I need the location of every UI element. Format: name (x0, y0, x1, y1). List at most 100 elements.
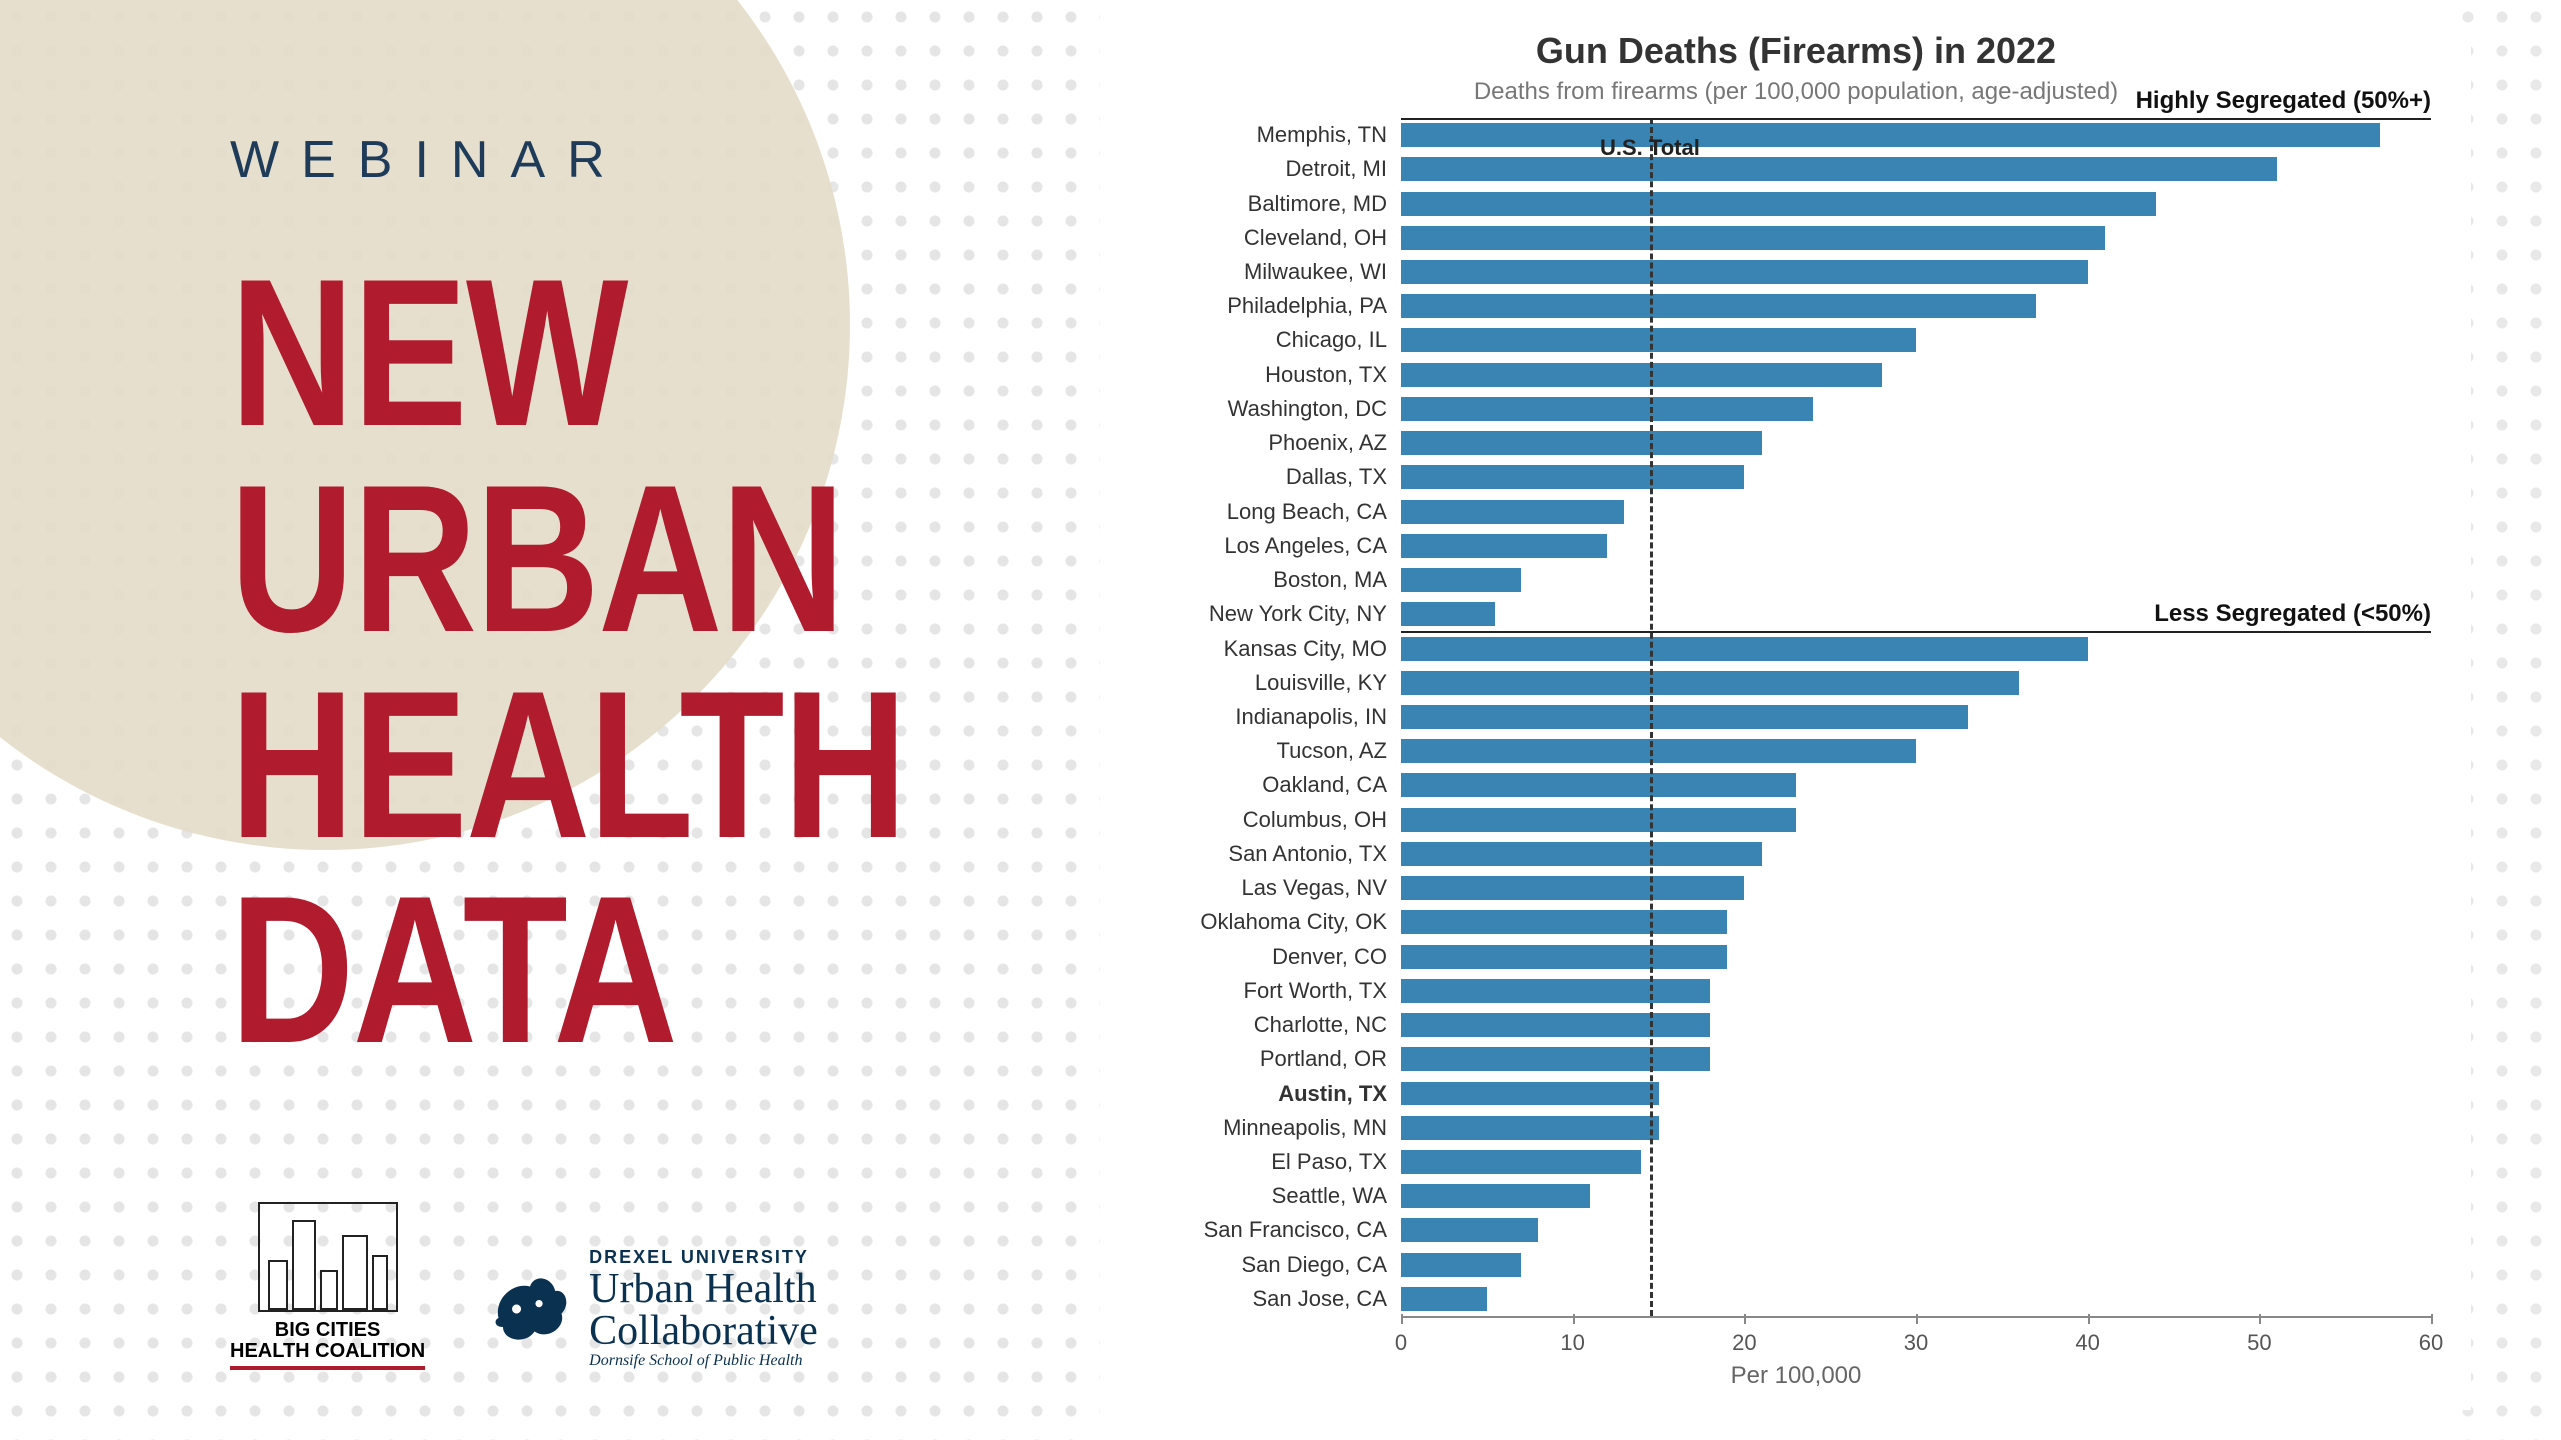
bar-rect (1401, 1287, 1487, 1311)
bar-label: Detroit, MI (1286, 156, 1401, 182)
x-tick-label: 0 (1395, 1330, 1407, 1356)
us-total-label: U.S. Total (1600, 135, 1700, 161)
bar-row: Austin, TX (1401, 1076, 2431, 1110)
bar-label: Baltimore, MD (1248, 191, 1401, 217)
bar-label: Milwaukee, WI (1244, 259, 1401, 285)
bchc-skyline-icon (258, 1202, 398, 1312)
drexel-main1: Urban Health (589, 1268, 818, 1310)
bar-label: El Paso, TX (1271, 1149, 1401, 1175)
bar-label: Columbus, OH (1243, 807, 1401, 833)
x-tick-label: 60 (2419, 1330, 2443, 1356)
x-tick (2431, 1314, 2433, 1324)
bar-rect (1401, 637, 2088, 661)
logos-row: BIG CITIES HEALTH COALITION DREXEL UNIVE… (230, 1202, 818, 1370)
x-axis-title: Per 100,000 (1121, 1362, 2471, 1390)
bar-row: El Paso, TX (1401, 1145, 2431, 1179)
bar-label: Dallas, TX (1286, 464, 1401, 490)
bar-rect (1401, 739, 1916, 763)
bar-rect (1401, 1047, 1710, 1071)
bar-rect (1401, 1184, 1590, 1208)
bar-row: Philadelphia, PA (1401, 289, 2431, 323)
bar-row: Charlotte, NC (1401, 1008, 2431, 1042)
bar-label: Cleveland, OH (1244, 225, 1401, 251)
drexel-text: DREXEL UNIVERSITY Urban Health Collabora… (589, 1247, 818, 1370)
bar-rect (1401, 328, 1916, 352)
bar-row: Long Beach, CA (1401, 495, 2431, 529)
bchc-text: BIG CITIES HEALTH COALITION (230, 1320, 425, 1370)
us-total-line (1650, 118, 1653, 1316)
bar-label: Las Vegas, NV (1241, 875, 1401, 901)
bar-rect (1401, 226, 2105, 250)
bar-row: Memphis, TN (1401, 118, 2431, 152)
bar-rect (1401, 602, 1495, 626)
x-tick-label: 40 (2075, 1330, 2099, 1356)
bar-label: Boston, MA (1273, 567, 1401, 593)
bar-rect (1401, 1082, 1659, 1106)
bar-row: Dallas, TX (1401, 460, 2431, 494)
drexel-main2: Collaborative (589, 1310, 818, 1352)
bar-row: San Jose, CA (1401, 1282, 2431, 1316)
headline: NEW URBAN HEALTH DATA (230, 250, 906, 1073)
bar-rect (1401, 842, 1762, 866)
bar-row: San Francisco, CA (1401, 1213, 2431, 1247)
bar-row: Los Angeles, CA (1401, 529, 2431, 563)
bchc-line1: BIG CITIES (230, 1320, 425, 1341)
bar-label: Memphis, TN (1257, 122, 1401, 148)
bar-label: Louisville, KY (1255, 670, 1401, 696)
bar-label: Oakland, CA (1262, 772, 1401, 798)
bchc-line2: HEALTH COALITION (230, 1341, 425, 1362)
bar-label: San Diego, CA (1241, 1252, 1401, 1278)
bar-row: Portland, OR (1401, 1042, 2431, 1076)
bar-label: Houston, TX (1265, 362, 1401, 388)
dragon-icon (485, 1264, 575, 1354)
bar-row: San Antonio, TX (1401, 837, 2431, 871)
bar-rect (1401, 945, 1727, 969)
bar-label: Minneapolis, MN (1223, 1115, 1401, 1141)
bar-label: Seattle, WA (1272, 1183, 1401, 1209)
section-divider (1401, 631, 2431, 633)
x-tick-label: 10 (1560, 1330, 1584, 1356)
bar-label: Portland, OR (1260, 1046, 1401, 1072)
bar-row: Oakland, CA (1401, 768, 2431, 802)
bar-row: Milwaukee, WI (1401, 255, 2431, 289)
x-ticks: 0102030405060 (1401, 1316, 2431, 1324)
bar-rect (1401, 534, 1607, 558)
x-tick (1401, 1314, 1403, 1324)
bar-label: San Francisco, CA (1204, 1217, 1401, 1243)
bar-label: Tucson, AZ (1277, 738, 1401, 764)
bar-row: Detroit, MI (1401, 152, 2431, 186)
headline-line: HEALTH (230, 662, 906, 868)
bar-row: Minneapolis, MN (1401, 1111, 2431, 1145)
bar-rect (1401, 260, 2088, 284)
bar-row: Boston, MA (1401, 563, 2431, 597)
section-label: Highly Segregated (50%+) (2136, 87, 2431, 118)
bar-label: Denver, CO (1272, 944, 1401, 970)
bar-label: San Jose, CA (1252, 1286, 1401, 1312)
bar-rect (1401, 465, 1744, 489)
bar-rect (1401, 979, 1710, 1003)
bar-label: Fort Worth, TX (1244, 978, 1401, 1004)
bar-rect (1401, 1116, 1659, 1140)
chart-panel: Gun Deaths (Firearms) in 2022 Deaths fro… (1121, 30, 2471, 1410)
x-tick (2259, 1314, 2261, 1324)
bar-rect (1401, 568, 1521, 592)
bar-rect (1401, 876, 1744, 900)
bar-rect (1401, 157, 2277, 181)
bar-row: Houston, TX (1401, 358, 2431, 392)
headline-line: NEW (230, 250, 906, 456)
bar-label: San Antonio, TX (1228, 841, 1401, 867)
bar-row: Fort Worth, TX (1401, 974, 2431, 1008)
bar-row: Las Vegas, NV (1401, 871, 2431, 905)
bar-row: Chicago, IL (1401, 323, 2431, 357)
x-tick (1744, 1314, 1746, 1324)
logo-drexel: DREXEL UNIVERSITY Urban Health Collabora… (485, 1247, 818, 1370)
bar-label: Indianapolis, IN (1235, 704, 1401, 730)
bar-rect (1401, 1253, 1521, 1277)
bar-rect (1401, 294, 2036, 318)
bars-container: Memphis, TNDetroit, MIBaltimore, MDCleve… (1401, 118, 2431, 1316)
bar-label: Long Beach, CA (1227, 499, 1401, 525)
headline-line: URBAN (230, 456, 906, 662)
bar-rect (1401, 1218, 1538, 1242)
bar-rect (1401, 705, 1968, 729)
section-label: Less Segregated (<50%) (2154, 600, 2431, 631)
